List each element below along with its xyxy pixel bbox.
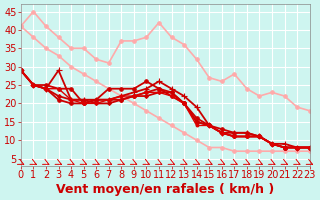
X-axis label: Vent moyen/en rafales ( km/h ): Vent moyen/en rafales ( km/h ) (56, 183, 274, 196)
